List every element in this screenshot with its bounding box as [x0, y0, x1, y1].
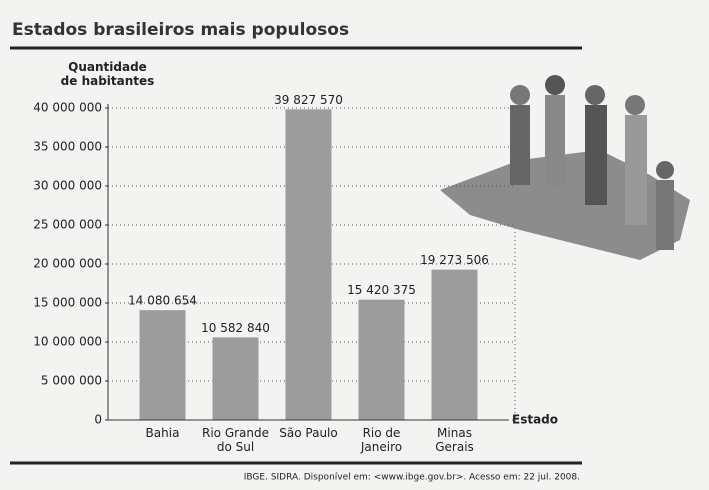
y-tick-label: 25 000 000	[33, 218, 102, 232]
value-label: 14 080 654	[128, 294, 197, 308]
bar	[139, 310, 186, 420]
y-tick-label: 5 000 000	[41, 374, 102, 388]
value-label: 39 827 570	[274, 93, 343, 107]
y-tick-label: 10 000 000	[33, 335, 102, 349]
x-tick-label: Minas Gerais	[435, 426, 474, 454]
bar	[431, 269, 478, 420]
people-illustration	[510, 75, 674, 250]
x-tick-label: Rio de Janeiro	[360, 426, 403, 454]
bar	[358, 299, 405, 420]
x-tick-label: São Paulo	[279, 426, 338, 440]
y-tick-label: 30 000 000	[33, 179, 102, 193]
x-axis-label: Estado	[512, 413, 558, 427]
y-tick-label: 15 000 000	[33, 296, 102, 310]
x-tick-label: Rio Grande do Sul	[201, 426, 270, 454]
chart-title: Estados brasileiros mais populosos	[12, 20, 349, 40]
value-label: 15 420 375	[347, 283, 416, 297]
bar	[212, 337, 259, 420]
source: IBGE. SIDRA. Disponível em: <www.ibge.go…	[244, 473, 580, 483]
y-axis-label: Quantidade de habitantes	[60, 60, 155, 88]
y-tick-label: 35 000 000	[33, 140, 102, 154]
bar	[285, 109, 332, 420]
value-label: 19 273 506	[420, 253, 489, 267]
value-label: 10 582 840	[201, 321, 270, 335]
y-tick-label: 20 000 000	[33, 257, 102, 271]
x-tick-label: Bahia	[145, 426, 180, 440]
y-tick-label: 0	[94, 413, 102, 427]
y-tick-label: 40 000 000	[33, 101, 102, 115]
